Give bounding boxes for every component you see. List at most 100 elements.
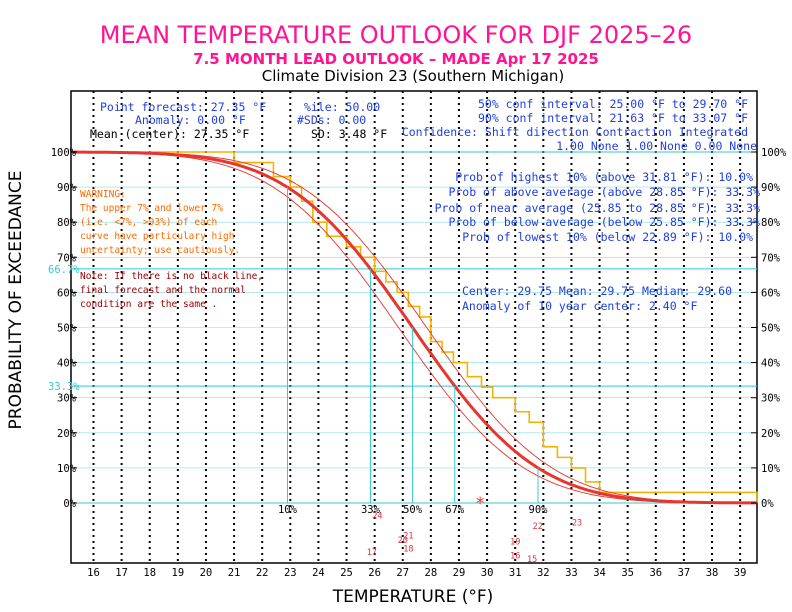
mean-center-stat: Mean (center): 27.35 °F [90,127,249,141]
y-tick-label-left: 100% [51,147,77,159]
percentile-label: 67% [445,504,465,516]
tercile-label: 66.7% [48,264,80,276]
rank-label: 19 [510,538,520,548]
confidence-values: 1.00 None 1.00 None 0.00 None [556,139,757,153]
warning-l4: curve have particulary high [80,231,234,242]
prob-below: Prob of below average (below 25.85 °F): … [448,215,760,229]
confidence-header: Confidence: Shift direction Contraction … [402,125,748,139]
climo-anomaly: Anomaly of 10 year center: 2.40 °F [462,299,697,313]
climatology-center-marker: * [476,494,485,514]
x-axis-label: TEMPERATURE (°F) [332,587,494,607]
point-forecast: Point forecast: 27.35 °F [100,100,266,114]
y-tick-label-left: 90% [57,182,77,194]
y-tick-label-right: 0% [761,498,774,510]
x-tick-label: 39 [734,567,747,579]
percentile-label: 90% [529,504,549,516]
y-tick-label-right: 10% [761,463,781,475]
x-tick-label: 30 [481,567,494,579]
y-axis-label: PROBABILITY OF EXCEEDANCE [6,171,26,430]
prob-near: Prob of near average (25.85 to 28.85 °F)… [435,201,760,215]
x-tick-label: 36 [649,567,662,579]
curves-layer [70,150,758,505]
x-tick-label: 22 [256,567,269,579]
sub-title: 7.5 MONTH LEAD OUTLOOK – MADE Apr 17 202… [193,50,599,68]
x-tick-label: 34 [593,567,606,579]
x-tick-label: 20 [200,567,213,579]
y-tick-label-left: 80% [57,217,77,229]
x-tick-label: 27 [396,567,409,579]
sd-stat: SD: 3.48 °F [311,127,387,141]
prob-above: Prob of above average (above 28.85 °F): … [448,185,760,199]
cyan-guides: 66.7% 33.3% [48,151,757,504]
x-tick-label: 24 [312,567,325,579]
x-tick-label: 19 [172,567,185,579]
note-l2: final forecast and the normal [80,285,246,296]
y-tick-label-left: 50% [57,323,77,335]
y-tick-label-right: 60% [761,287,781,299]
y-tick-label-right: 40% [761,358,781,370]
y-tick-label-right: 50% [761,323,781,335]
x-tick-label: 32 [537,567,550,579]
y-tick-label-right: 20% [761,428,781,440]
y-tick-label-left: 20% [57,428,77,440]
y-tick-label-right: 100% [761,147,787,159]
climo-center: Center: 29.75 Mean: 29.75 Median: 29.60 [462,284,732,298]
x-tick-label: 33 [565,567,578,579]
x-tick-label: 31 [509,567,522,579]
rank-label: 20 [398,536,408,546]
x-tick-label: 16 [87,567,100,579]
rank-label: 22 [533,522,543,532]
x-tick-label: 38 [706,567,719,579]
y-tick-label-right: 30% [761,393,781,405]
y-tick-label-left: 60% [57,287,77,299]
y-tick-label-left: 30% [57,393,77,405]
y-tick-label-left: 70% [57,252,77,264]
x-tick-label: 35 [621,567,634,579]
percentile-label: 10% [278,504,298,516]
y-tick-label-right: 70% [761,252,781,264]
x-tick-label: 26 [368,567,381,579]
note-l3: condition are the same . [80,299,217,310]
prob-lowest: Prob of lowest 10% (below 22.89 °F): 10.… [462,230,753,244]
warning-l5: uncertainty; use cautiously. [80,245,240,256]
x-tick-label: 28 [425,567,438,579]
x-tick-label: 37 [678,567,691,579]
x-tick-label: 17 [115,567,128,579]
prob-highest: Prob of highest 10% (above 31.81 °F): 10… [455,170,753,184]
x-tick-label: 29 [453,567,466,579]
ci90-text: 90% conf interval: 21.63 °F to 33.07 °F [478,111,748,125]
x-tick-label: 23 [284,567,297,579]
warning-l3: (i.e. <7%, >93%) of each [80,217,217,228]
y-tick-label-left: 10% [57,463,77,475]
rank-label: 16 [510,552,520,562]
y-tick-label-left: 0% [63,498,76,510]
warning-l1: WARNING: [80,189,126,200]
anomaly-stat: Anomaly: 0.00 °F [135,113,246,127]
percentile-stat: %ile: 50.00 [304,100,380,114]
x-tick-label: 18 [143,567,156,579]
y-tick-label-right: 80% [761,217,781,229]
sds-stat: #SDs: 0.00 [297,113,366,127]
y-tick-label-right: 90% [761,182,781,194]
rank-label: 15 [527,555,537,565]
note-l1: Note: If there is no black line, [80,271,263,282]
y-tick-label-left: 40% [57,358,77,370]
rank-label: 18 [403,545,413,555]
tercile-label: 33.3% [48,381,80,393]
rank-label: 24 [372,511,382,521]
division-title: Climate Division 23 (Southern Michigan) [262,67,565,85]
rank-label: 17 [367,548,377,558]
percentile-label: 33% [361,504,381,516]
rank-label: 21 [403,532,413,542]
rank-label: 23 [572,518,582,528]
grid-layer [92,91,742,563]
ci50-text: 50% conf interval: 25.00 °F to 29.70 °F [478,97,748,111]
x-tick-label: 21 [228,567,241,579]
forecast-curve [71,150,757,505]
main-title: MEAN TEMPERATURE OUTLOOK FOR DJF 2025–26 [100,21,692,49]
x-tick-label: 25 [340,567,353,579]
tick-labels: 16 17 18 19 20 21 22 23 24 25 26 27 28 29 30 31 32 33 34 35… [51,147,787,579]
percentile-label: 50% [403,504,423,516]
